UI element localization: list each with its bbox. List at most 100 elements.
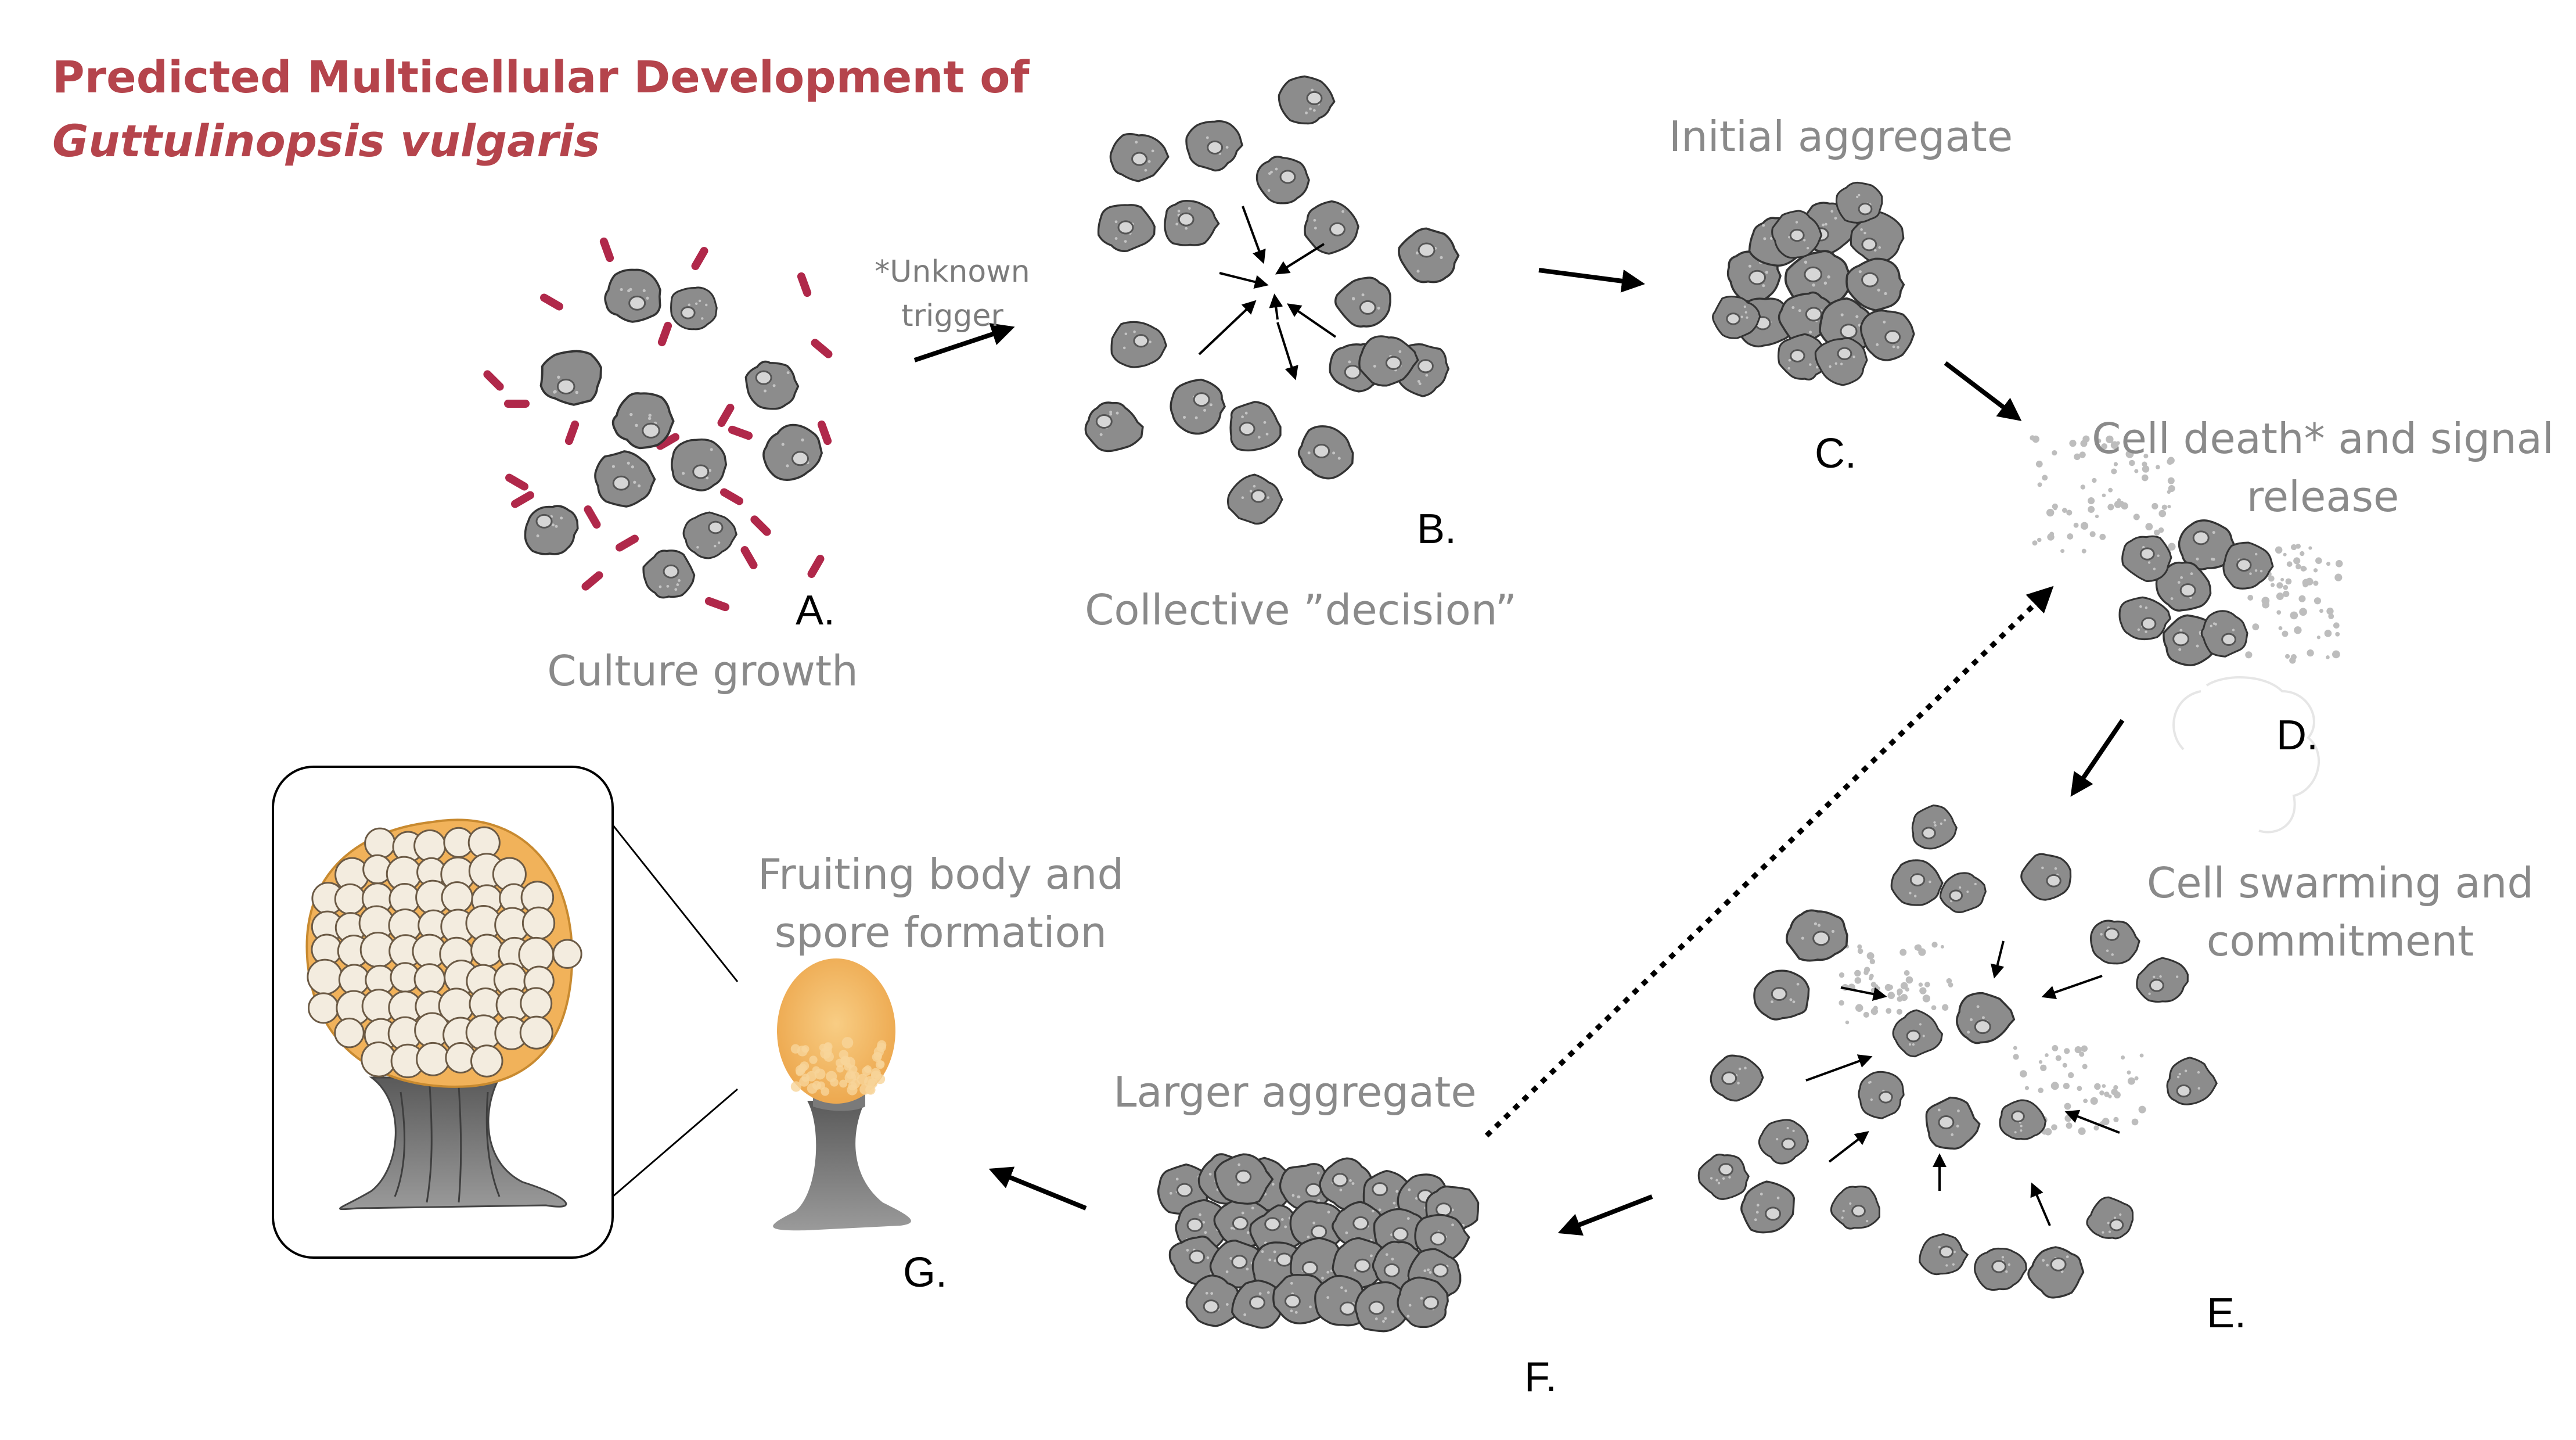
signal-particle [2099,533,2106,540]
caption-g-line-2: spore formation [774,908,1107,957]
spore-icon [413,829,447,863]
bacterium-icon [704,597,730,612]
amoeba-cell-icon [1229,401,1282,452]
amoeba-cell-icon [744,360,800,410]
signal-particle [2335,560,2343,568]
amoeba-cell-icon [611,392,675,450]
amoeba-cell-icon [1830,1186,1880,1230]
signal-particle [1900,982,1908,990]
bacterium-icon [564,420,580,446]
spore-cluster [307,826,582,1079]
signal-particle [2328,613,2334,619]
amoeba-cell-icon [1835,181,1883,224]
small-arrow-icon [1828,1131,1869,1163]
spore-icon [364,827,396,859]
amoeba-cell-icon [1710,1054,1764,1102]
amoeba-cell-icon [524,505,579,555]
caption-e-line-1: Cell swarming and [2146,859,2534,907]
signal-particle [2095,514,2099,519]
cloud-outline [2172,676,2320,834]
signal-particle [2113,1116,2119,1122]
signal-particle [2080,522,2089,530]
signal-particle [1870,982,1877,987]
signal-particle [2280,577,2284,581]
signal-particle [2060,549,2065,554]
amoeba-cell-icon [2121,535,2172,583]
amoeba-cell-icon [2222,541,2274,590]
amoeba-cell-icon [1890,859,1944,906]
signal-particle [1942,1004,1949,1011]
caption-e-line-2: commitment [2206,917,2474,965]
cells-group [524,75,2274,1333]
signal-particle [2047,533,2055,541]
spore-icon [307,958,343,995]
signal-particle [2158,509,2167,518]
amoeba-cell-icon [1858,1071,1905,1119]
amoeba-cell-icon [1919,1233,1969,1276]
signal-particle [2063,1083,2070,1090]
signal-particle [2088,506,2095,513]
signal-particle [2326,655,2330,659]
signal-particle [1887,992,1895,999]
amoeba-cell-icon [1414,1213,1470,1263]
signal-particle [1905,987,1910,992]
amoeba-cell-icon [1185,1274,1242,1327]
signal-particle [2046,508,2055,517]
amoeba-cell-icon [1332,1237,1390,1289]
signal-particle [2168,543,2176,551]
amoeba-cell-icon [1939,872,1987,914]
signal-particle [2285,578,2292,585]
signal-particle [2316,635,2320,640]
label-f: F. [1524,1354,1557,1401]
amoeba-cell-icon [1850,210,1905,264]
signal-particle [1918,982,1923,987]
signal-particle [2133,513,2140,520]
bacterium-icon [511,491,534,508]
signal-particle [2313,580,2319,586]
chemotaxis-arrows [1198,206,2120,1226]
signal-particle [1857,944,1862,949]
bacterium-icon [656,433,679,450]
arrows [913,268,2125,1236]
amoeba-cell-icon [1819,297,1875,352]
amoeba-cell-icon [1999,1099,2046,1140]
signal-particle [2142,465,2150,473]
amoeba-cell-icon [1164,199,1220,246]
amoeba-cell-icon [1786,909,1848,962]
signal-particle [2052,1045,2059,1051]
signal-particle [2313,568,2318,573]
signal-particle [2024,1086,2030,1090]
amoeba-cell-icon [2086,1196,2134,1240]
small-arrow-icon [1242,206,1266,264]
amoeba-cell-icon [1297,425,1354,480]
signal-particle [2142,461,2147,467]
signal-particle [2134,1076,2139,1080]
bacteria-group [483,237,833,612]
signal-particle [2081,548,2086,554]
signal-particle [2121,1055,2125,1060]
spore-icon [520,987,553,1020]
small-arrow-icon [1276,322,1298,380]
signal-particle [2334,573,2343,581]
amoeba-cell-icon [2166,1057,2218,1105]
signal-particle [1896,1008,1902,1015]
signal-particle [2131,1118,2139,1126]
amoeba-cell-icon [1170,378,1226,435]
small-arrow-icon [2041,975,2103,999]
signal-particle [2332,650,2340,659]
signal-particle [2290,544,2297,551]
signal-particle [1922,994,1930,1003]
amoeba-cell-icon [1845,257,1905,312]
signal-particle [2050,1082,2059,1090]
caption-d-line-2: release [2246,472,2399,521]
amoeba-cell-icon [2027,1246,2085,1299]
signal-particle [2079,1051,2085,1057]
signal-particle [2061,508,2067,513]
amoeba-cell-icon [1956,992,2016,1044]
signal-particle [2168,485,2175,492]
amoeba-cell-icon [682,511,737,559]
signal-particle [2286,561,2293,567]
signal-particle [2094,1083,2101,1090]
